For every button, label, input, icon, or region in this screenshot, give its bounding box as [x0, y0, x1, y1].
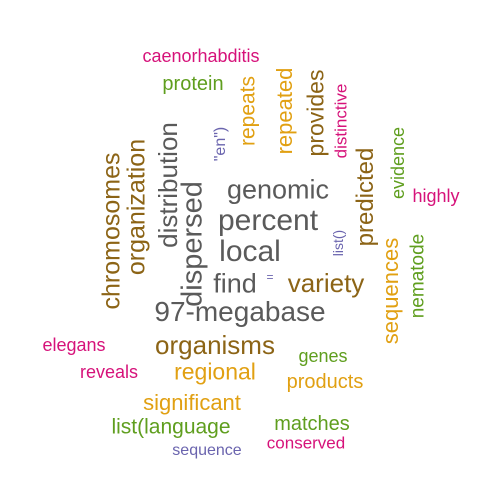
- word-megabase: 97-megabase: [154, 296, 326, 327]
- word-nematode: nematode: [407, 233, 429, 319]
- word-repeats: repeats: [236, 75, 260, 147]
- word-highly: highly: [412, 186, 460, 206]
- word-significant: significant: [143, 390, 241, 415]
- word-distinctive: distinctive: [331, 83, 351, 159]
- word-variety: variety: [287, 268, 365, 298]
- word-find: find: [213, 268, 257, 299]
- word-protein: protein: [162, 73, 224, 95]
- word-sequences: sequences: [378, 237, 403, 345]
- word-conserved: conserved: [266, 433, 346, 453]
- word-list: list(): [330, 229, 346, 257]
- word-provides: provides: [302, 69, 329, 157]
- word-list-language: list(language: [111, 415, 231, 439]
- word-matches: matches: [274, 413, 350, 435]
- word-elegans: elegans: [42, 335, 106, 355]
- word-evidence: evidence: [388, 126, 408, 200]
- word-chromosomes: chromosomes: [97, 152, 126, 310]
- word-organization: organization: [122, 138, 151, 276]
- word-en: "en"): [212, 126, 229, 162]
- word-reveals: reveals: [79, 362, 139, 382]
- word-equals: =: [266, 270, 274, 284]
- word-dispersed: dispersed: [176, 181, 209, 307]
- word-predicted: predicted: [352, 147, 379, 247]
- word-percent: percent: [217, 204, 319, 237]
- word-genes: genes: [298, 346, 348, 366]
- word-sequence: sequence: [172, 442, 242, 459]
- word-products: products: [286, 371, 364, 393]
- word-regional: regional: [174, 358, 256, 385]
- word-repeated: repeated: [272, 67, 297, 155]
- word-local: local: [219, 235, 281, 268]
- word-genomic: genomic: [226, 174, 330, 205]
- word-caenorhabditis: caenorhabditis: [142, 46, 260, 66]
- word-organisms: organisms: [155, 330, 275, 360]
